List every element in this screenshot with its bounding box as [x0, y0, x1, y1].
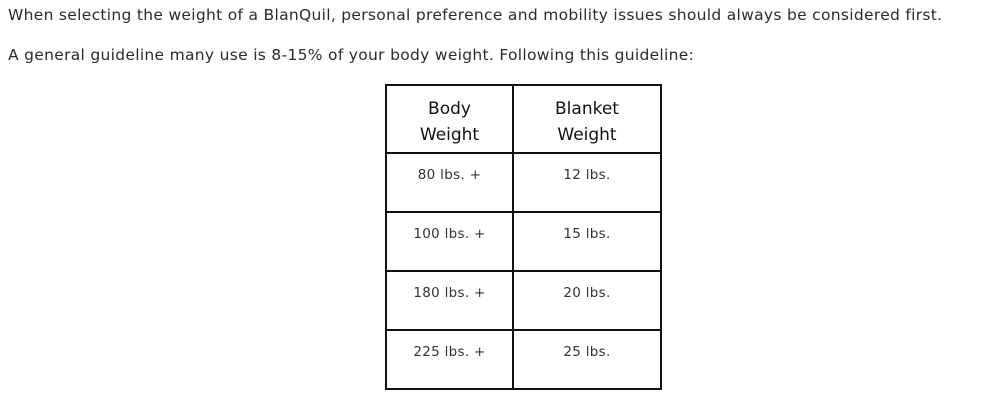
- intro-paragraph: When selecting the weight of a BlanQuil,…: [8, 6, 943, 24]
- table-header-row: Body Weight Blanket Weight: [385, 84, 662, 154]
- blanket-weight-cell: 20 lbs.: [512, 270, 662, 331]
- body-weight-cell: 100 lbs. +: [385, 211, 514, 272]
- header-body-weight: Body Weight: [385, 84, 514, 154]
- header-text: Weight: [557, 125, 617, 145]
- blanket-weight-cell: 15 lbs.: [512, 211, 662, 272]
- header-blanket-weight: Blanket Weight: [512, 84, 662, 154]
- blanket-weight-cell: 25 lbs.: [512, 329, 662, 390]
- weight-guide-table: Body Weight Blanket Weight 80 lbs. +12 lbs…: [385, 84, 662, 390]
- header-text: Weight: [419, 125, 480, 145]
- table-row: 100 lbs. +15 lbs.: [385, 211, 662, 272]
- guideline-paragraph: A general guideline many use is 8-15% of…: [8, 46, 695, 64]
- body-weight-cell: 180 lbs. +: [385, 270, 514, 331]
- body-weight-cell: 225 lbs. +: [385, 329, 514, 390]
- table-row: 225 lbs. +25 lbs.: [385, 329, 662, 390]
- blanket-weight-cell: 12 lbs.: [512, 152, 662, 213]
- header-text: Blanket: [555, 99, 619, 119]
- header-text: Body: [428, 99, 471, 119]
- table-row: 180 lbs. +20 lbs.: [385, 270, 662, 331]
- table-row: 80 lbs. +12 lbs.: [385, 152, 662, 213]
- body-weight-cell: 80 lbs. +: [385, 152, 514, 213]
